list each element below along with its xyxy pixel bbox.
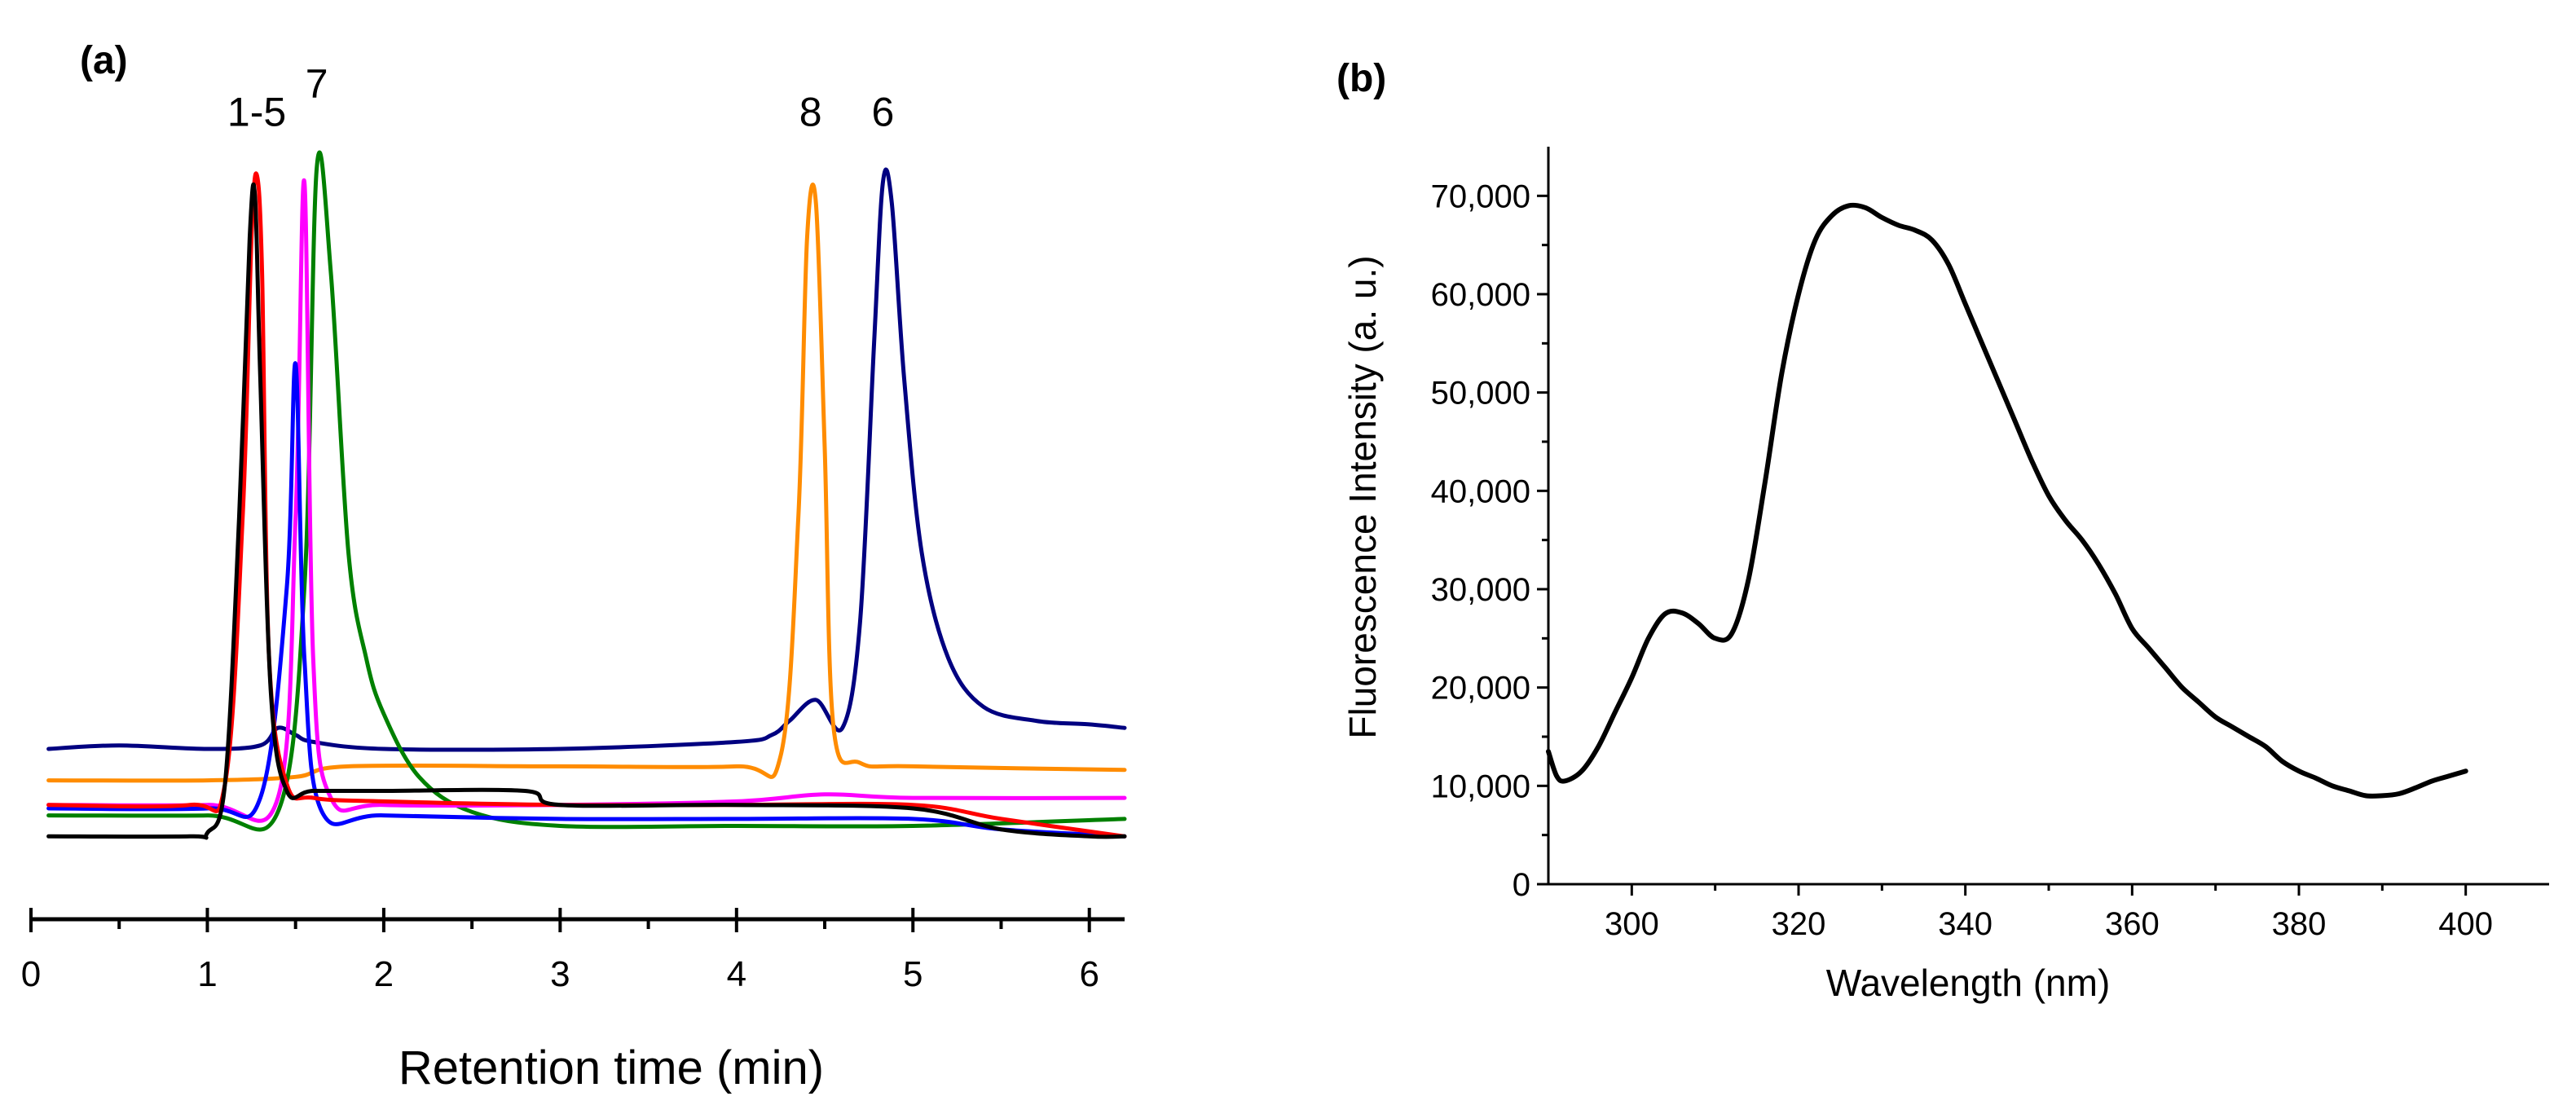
chromatogram-series-group [46, 150, 1127, 840]
peak-label: 8 [799, 89, 822, 134]
panel-b-label: (b) [1336, 57, 1386, 100]
y-tick-label-b: 20,000 [1431, 671, 1530, 707]
y-axis-title-b: Fluorescence Intensity (a. u.) [1341, 255, 1384, 738]
x-tick-label-a: 3 [550, 954, 570, 994]
x-axis-a: 0 1 2 3 4 5 6 [21, 908, 1125, 994]
spectrum-series-group [1546, 202, 2468, 799]
x-tick-label-b: 400 [2438, 906, 2493, 942]
peak-labels-group: 1-5 7 8 6 [227, 61, 894, 134]
x-tick-label-b: 300 [1605, 906, 1659, 942]
x-tick-label-a: 0 [21, 954, 41, 994]
y-tick-label-b: 50,000 [1431, 376, 1530, 412]
x-axis-title-a: Retention time (min) [399, 1041, 824, 1094]
x-axis-title-b: Wavelength (nm) [1826, 962, 2111, 1004]
x-tick-label-a: 6 [1079, 954, 1099, 994]
y-tick-label-b: 70,000 [1431, 178, 1530, 214]
x-tick-label-b: 360 [2105, 906, 2160, 942]
series-line-green [46, 150, 1127, 832]
axes-b: 0 10,000 20,000 30,000 40,000 50,000 60,000 70,… [1431, 147, 2549, 942]
x-tick-label-b: 340 [1938, 906, 1993, 942]
y-tick-label-b: 10,000 [1431, 768, 1530, 804]
y-tick-label-b: 40,000 [1431, 473, 1530, 509]
series-line-blue [46, 361, 1127, 839]
y-tick-label-b: 60,000 [1431, 277, 1530, 313]
x-tick-label-a: 1 [197, 954, 217, 994]
y-tick-label-b: 0 [1513, 867, 1530, 903]
y-tick-label-b: 30,000 [1431, 572, 1530, 608]
peak-label: 7 [306, 61, 328, 107]
chart-panel-a: (a) 1-5 7 8 6 0 1 2 3 4 5 6 Retention time (min) [21, 39, 1127, 1094]
x-tick-label-a: 2 [374, 954, 394, 994]
peak-label: 6 [872, 89, 895, 134]
x-tick-label-a: 5 [903, 954, 923, 994]
series-line-black [46, 182, 1127, 840]
chart-panel-b: (b) 0 10,000 20,000 30,000 40,000 50,000 60,00… [1336, 57, 2549, 1004]
peak-label: 1-5 [227, 89, 286, 134]
x-tick-label-a: 4 [727, 954, 746, 994]
x-tick-label-b: 380 [2272, 906, 2327, 942]
series-line-spectrum [1546, 202, 2468, 799]
series-line-orange [46, 183, 1127, 783]
x-tick-label-b: 320 [1772, 906, 1826, 942]
panel-a-label: (a) [80, 39, 128, 82]
